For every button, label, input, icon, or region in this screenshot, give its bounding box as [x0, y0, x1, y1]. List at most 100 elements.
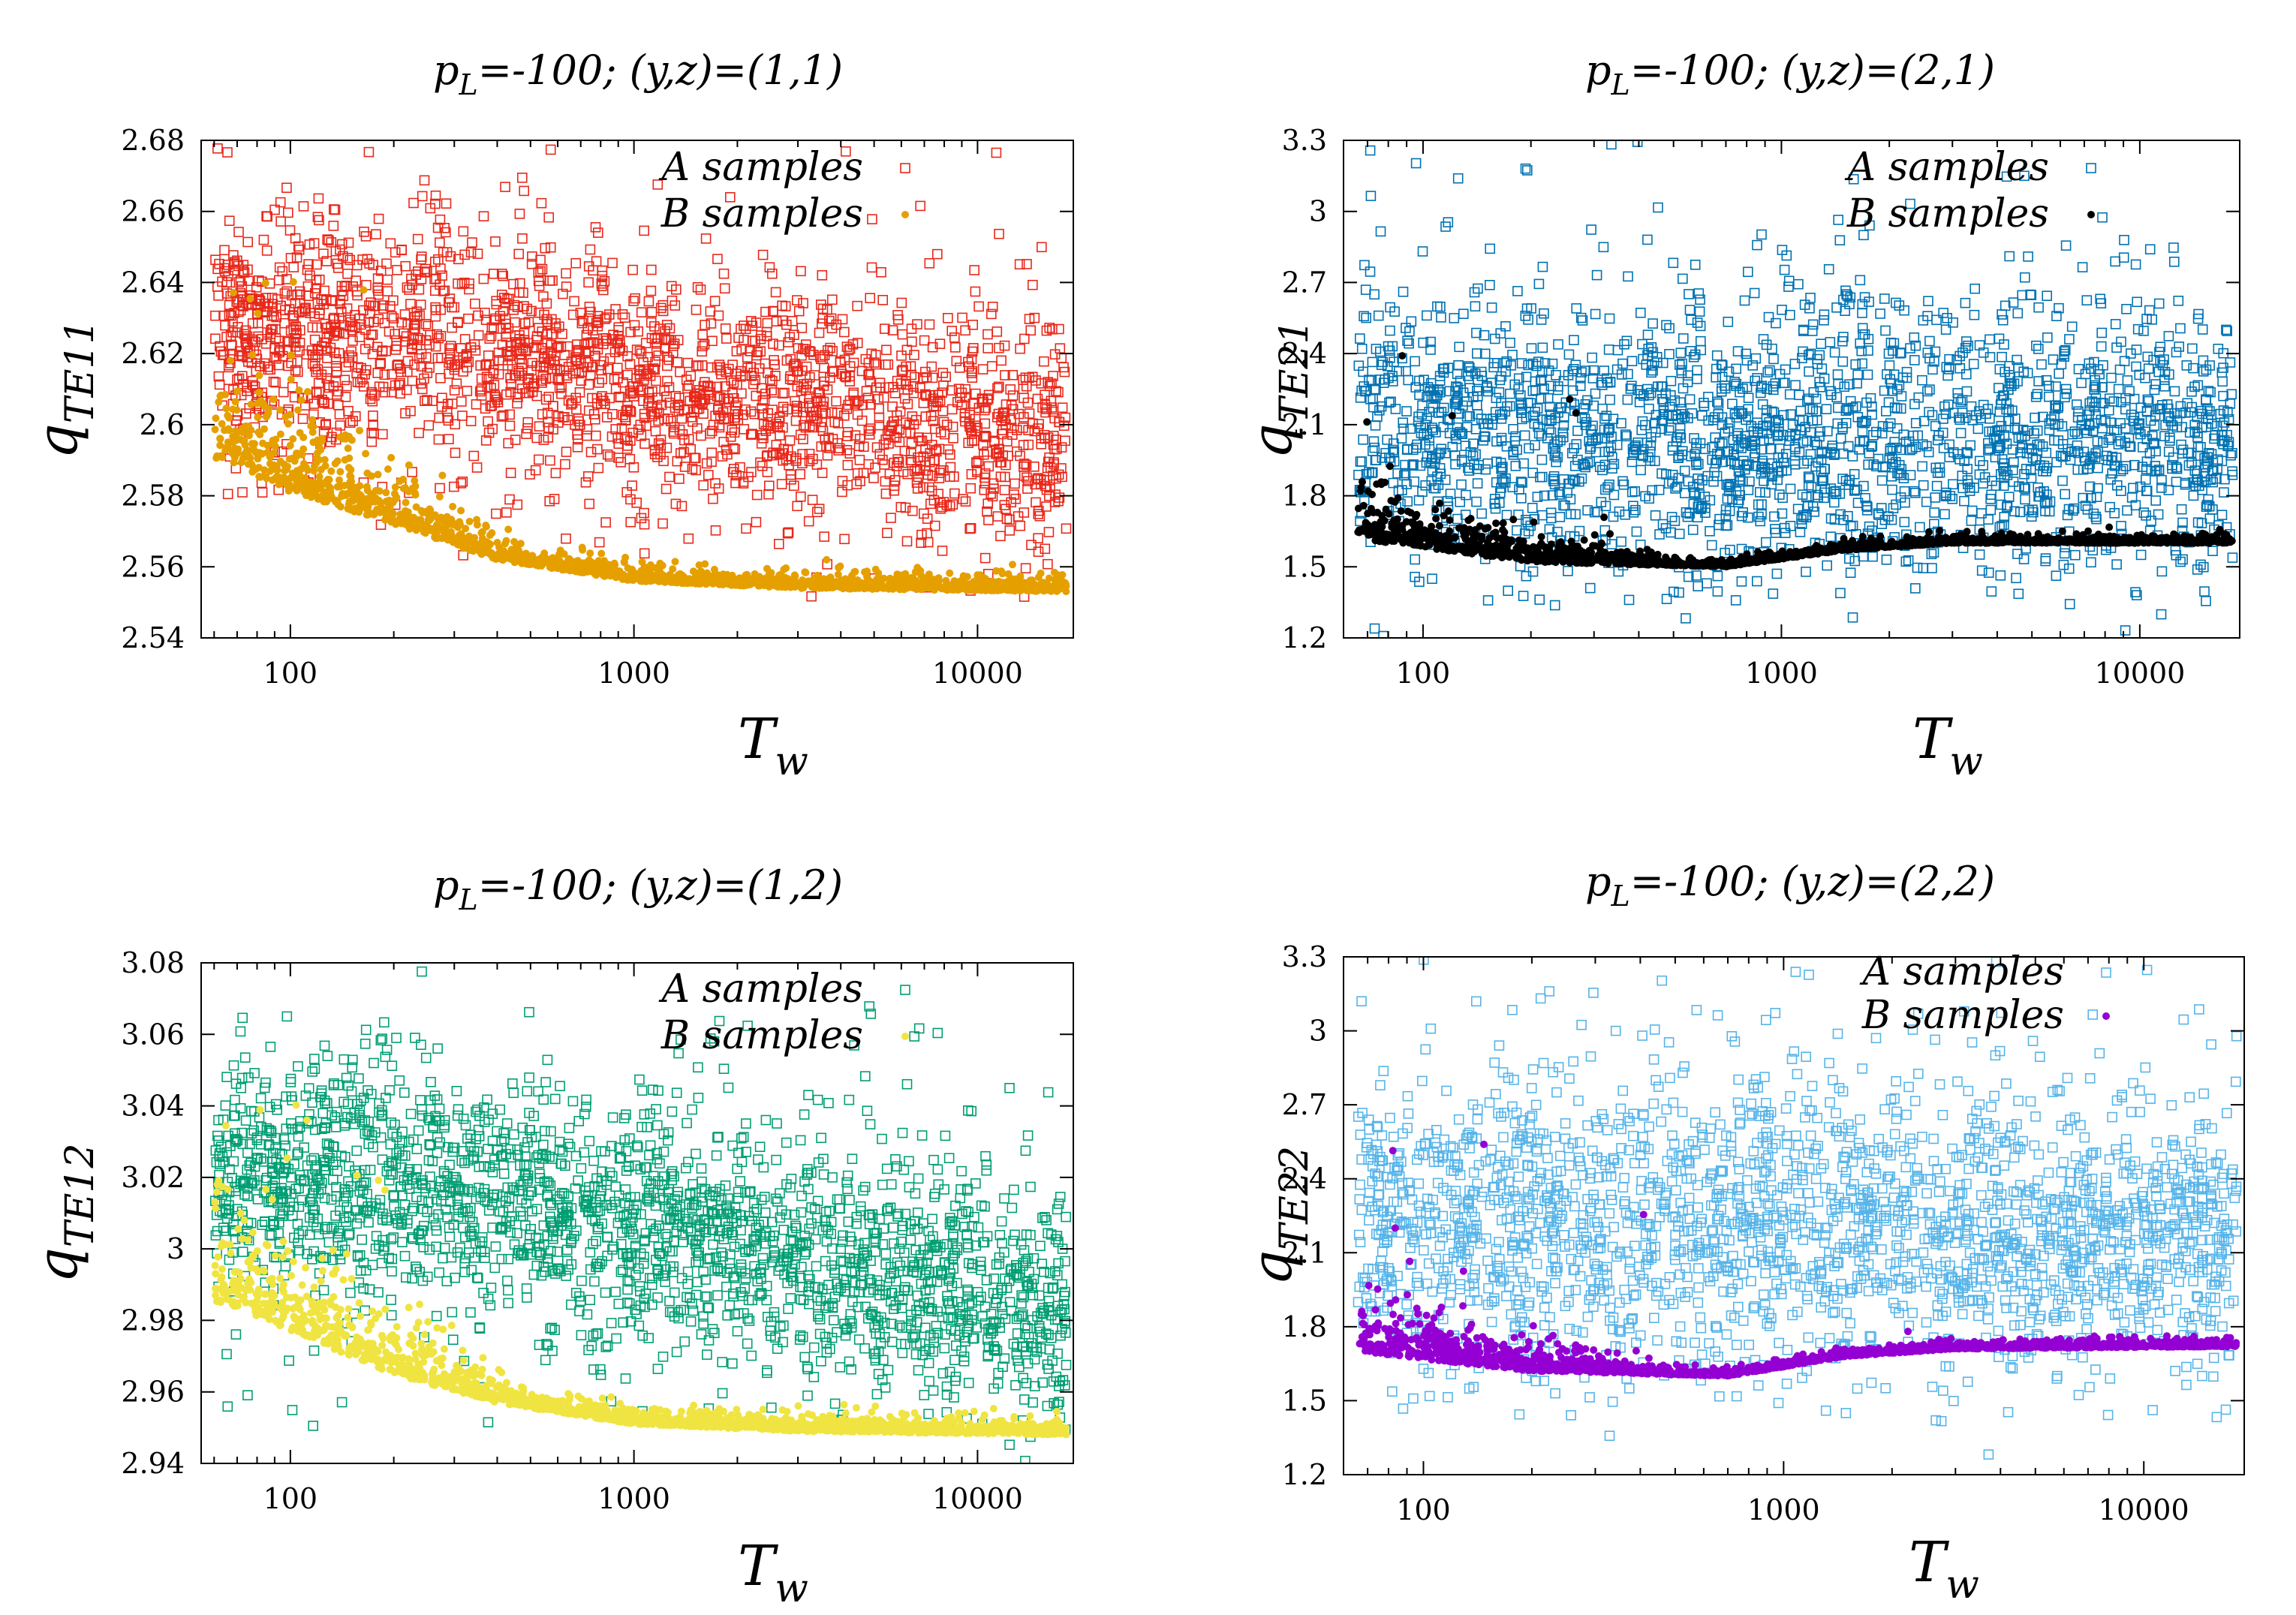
a-sample-point: [448, 481, 459, 492]
a-sample-point: [1720, 383, 1731, 394]
a-sample-point: [850, 430, 861, 441]
a-sample-point: [636, 307, 647, 318]
a-sample-point: [792, 366, 802, 377]
a-sample-point: [1648, 318, 1658, 329]
b-sample-point: [946, 569, 954, 577]
a-sample-point: [505, 386, 516, 398]
a-sample-point: [449, 385, 460, 395]
a-sample-point: [607, 257, 618, 269]
a-sample-point: [618, 377, 628, 388]
a-sample-point: [563, 414, 573, 426]
a-sample-point: [679, 435, 690, 446]
a-sample-point: [1804, 366, 1814, 377]
a-sample-point: [251, 282, 262, 293]
a-sample-point: [1819, 492, 1829, 504]
a-sample-point: [601, 412, 612, 423]
a-sample-point: [1571, 303, 1581, 314]
a-sample-point: [808, 350, 819, 360]
a-sample-point: [833, 445, 844, 456]
a-sample-point: [1013, 511, 1024, 522]
b-sample-point: [540, 549, 549, 558]
a-sample-point: [615, 342, 626, 353]
a-sample-point: [822, 384, 833, 395]
a-sample-point: [1895, 444, 1906, 456]
a-sample-point: [1771, 568, 1783, 579]
a-sample-point: [1709, 412, 1720, 423]
a-sample-point: [441, 198, 452, 209]
b-sample-point: [336, 476, 343, 484]
a-sample-point: [650, 426, 661, 437]
a-sample-point: [546, 339, 557, 350]
a-sample-point: [1020, 563, 1031, 574]
a-sample-point: [792, 501, 802, 512]
a-sample-point: [618, 409, 628, 420]
b-sample-point: [656, 575, 664, 583]
a-sample-point: [1524, 443, 1534, 454]
b-sample-point: [429, 525, 437, 533]
b-sample-point: [239, 455, 247, 463]
a-sample-point: [892, 310, 903, 320]
a-sample-point: [345, 254, 356, 266]
a-sample-point: [1750, 375, 1760, 386]
a-sample-point: [484, 333, 495, 344]
b-sample-point: [345, 454, 354, 462]
b-sample-point: [345, 501, 353, 509]
a-sample-point: [960, 496, 971, 507]
a-sample-point: [1518, 458, 1529, 469]
a-sample-point: [335, 420, 346, 431]
b-sample-point: [449, 503, 457, 510]
a-sample-point: [739, 320, 749, 331]
b-sample-point: [218, 420, 226, 428]
a-sample-point: [1810, 393, 1822, 405]
a-sample-point: [1819, 464, 1830, 474]
a-sample-point: [920, 366, 931, 377]
a-sample-point: [663, 413, 673, 424]
a-sample-point: [999, 413, 1010, 423]
a-sample-point: [731, 470, 742, 481]
a-sample-point: [1545, 513, 1557, 524]
a-sample-point: [379, 369, 390, 380]
a-sample-point: [1057, 471, 1067, 483]
a-sample-point: [751, 317, 762, 328]
a-sample-point: [715, 365, 726, 376]
a-sample-point: [270, 377, 281, 388]
a-sample-point: [458, 226, 469, 237]
legend-a-marker: [900, 163, 910, 173]
b-sample-point: [272, 463, 281, 471]
a-sample-point: [691, 465, 701, 476]
a-sample-point: [1654, 529, 1665, 540]
a-sample-point: [1053, 386, 1064, 398]
a-sample-point: [1435, 468, 1446, 480]
a-sample-point: [258, 234, 269, 245]
a-sample-point: [868, 357, 880, 368]
b-sample-point: [465, 517, 474, 525]
a-sample-point: [2153, 298, 2165, 309]
a-sample-point: [640, 338, 651, 349]
b-sample-point: [834, 570, 842, 579]
a-sample-point: [1716, 386, 1727, 397]
a-sample-point: [471, 462, 483, 473]
a-sample-point: [1389, 438, 1399, 449]
a-sample-point: [649, 449, 661, 460]
a-sample-point: [1637, 416, 1648, 427]
a-sample-point: [320, 295, 332, 306]
a-sample-point: [1790, 380, 1801, 391]
a-sample-point: [2159, 380, 2170, 392]
a-sample-point: [417, 191, 428, 202]
a-sample-point: [2141, 314, 2152, 324]
b-sample-point: [314, 480, 322, 489]
a-sample-point: [561, 281, 572, 292]
b-sample-point: [289, 435, 297, 443]
a-sample-point: [588, 362, 598, 373]
b-sample-point: [721, 571, 730, 579]
b-sample-point: [799, 580, 808, 588]
a-sample-point: [1831, 392, 1842, 403]
a-sample-point: [916, 537, 926, 549]
a-sample-point: [1039, 475, 1049, 486]
b-sample-point: [611, 561, 619, 569]
a-sample-point: [742, 362, 753, 374]
a-sample-point: [1941, 490, 1951, 501]
a-sample-point: [921, 371, 932, 383]
a-sample-point: [416, 251, 427, 262]
a-sample-point: [946, 326, 957, 336]
